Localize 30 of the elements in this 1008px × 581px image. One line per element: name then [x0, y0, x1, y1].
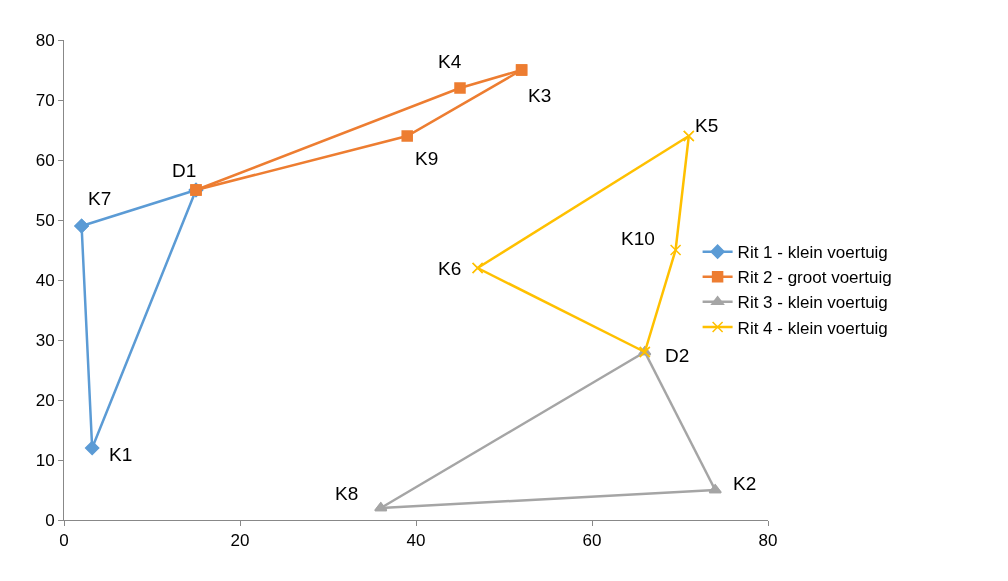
y-tick-label: 10 — [35, 450, 55, 470]
y-tick-label: 20 — [35, 390, 55, 410]
annotation: D2 — [665, 345, 690, 366]
x-tick-label: 0 — [59, 531, 69, 551]
y-tick-label: 50 — [35, 210, 55, 230]
legend-label: Rit 3 - klein voertuig — [737, 293, 888, 313]
x-tick-label: 60 — [582, 531, 602, 551]
annotation: K7 — [88, 188, 112, 209]
legend-label: Rit 1 - klein voertuig — [737, 243, 888, 263]
annotation: K4 — [438, 51, 462, 72]
annotation: K5 — [695, 115, 719, 136]
annotation: K8 — [335, 483, 359, 504]
x-tick-label: 40 — [406, 531, 426, 551]
legend-label: Rit 4 - klein voertuig — [737, 318, 888, 338]
annotation: K6 — [438, 258, 462, 279]
y-tick-label: 80 — [35, 30, 55, 50]
y-tick-label: 70 — [35, 90, 55, 110]
legend-label: Rit 2 - groot voertuig — [737, 268, 892, 288]
annotation: K9 — [415, 148, 439, 169]
x-tick-label: 80 — [758, 531, 778, 551]
annotation: K2 — [733, 473, 757, 494]
annotation: K1 — [109, 444, 133, 465]
annotation: K10 — [621, 228, 655, 249]
annotation: D1 — [172, 160, 197, 181]
y-tick-label: 30 — [35, 330, 55, 350]
y-tick-label: 60 — [35, 150, 55, 170]
y-tick-label: 40 — [35, 270, 55, 290]
x-tick-label: 20 — [230, 531, 250, 551]
y-tick-label: 0 — [45, 510, 55, 530]
annotation: K3 — [528, 85, 552, 106]
